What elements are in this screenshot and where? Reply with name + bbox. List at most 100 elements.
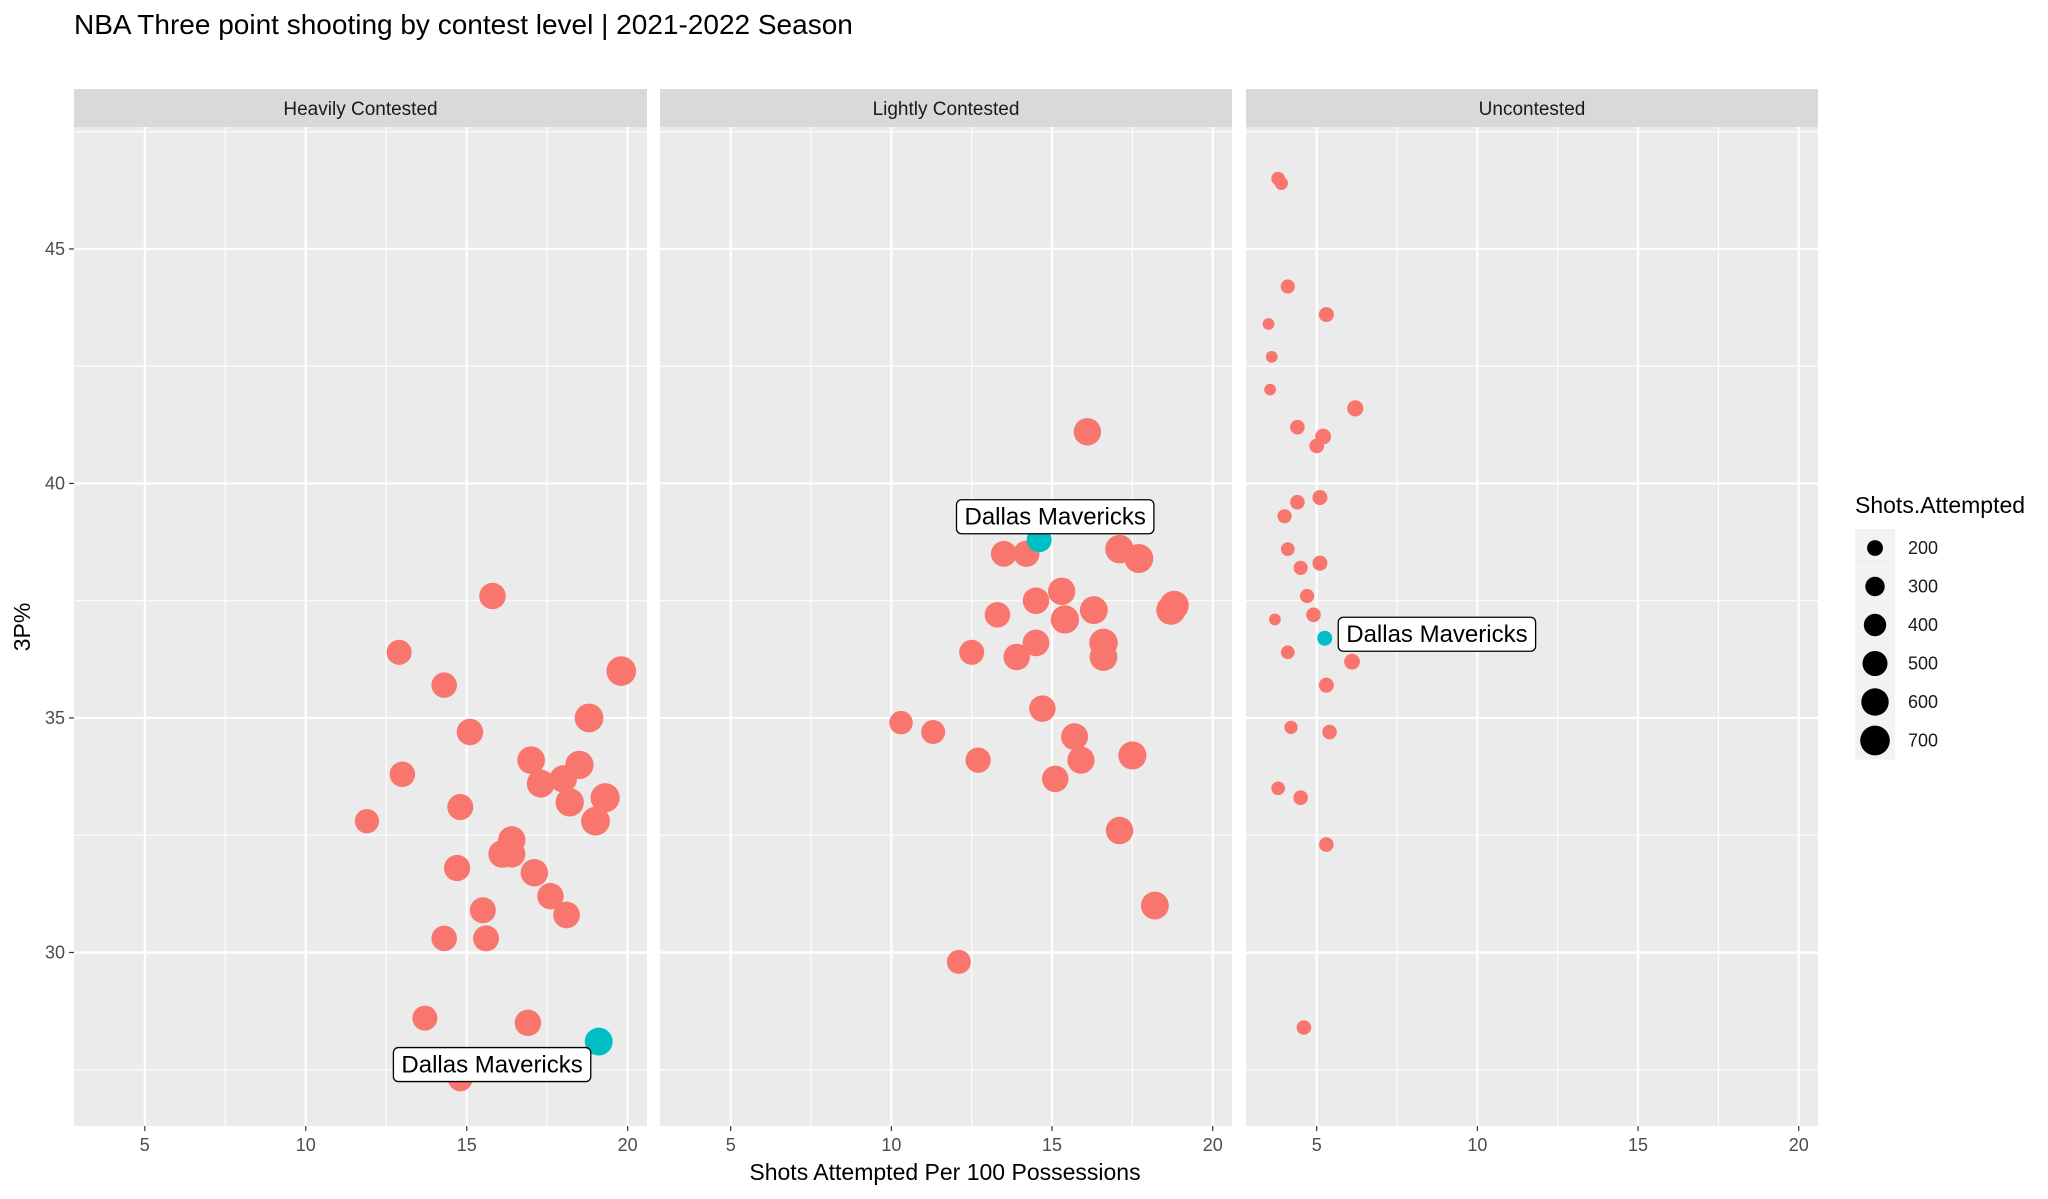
team-point (1269, 613, 1281, 626)
team-point (1293, 560, 1308, 575)
legend-label: 400 (1908, 615, 1938, 635)
label-box (955, 499, 1155, 535)
team-point (1050, 605, 1080, 634)
team-point (517, 746, 545, 774)
team-point (946, 949, 971, 974)
team-point (1280, 279, 1295, 294)
facet-strip (74, 89, 647, 127)
team-point (1271, 781, 1285, 796)
panel-background (74, 127, 647, 1126)
team-point (1319, 837, 1334, 852)
team-point (520, 859, 549, 887)
team-point (553, 901, 580, 929)
team-point (984, 602, 1011, 628)
team-point (1022, 629, 1050, 657)
team-point (431, 672, 457, 698)
x-tick-label: 15 (1042, 1135, 1062, 1155)
team-point (1265, 350, 1278, 363)
team-point (1296, 1020, 1312, 1035)
legend-key-dot (1862, 650, 1888, 677)
team-point (412, 1005, 438, 1031)
x-tick-label: 20 (618, 1135, 638, 1155)
legend-key-dot (1861, 688, 1889, 716)
team-point (1347, 400, 1364, 417)
legend-label: 700 (1908, 731, 1938, 751)
x-tick-label: 5 (726, 1135, 736, 1155)
legend-label: 300 (1908, 577, 1938, 597)
team-point (1124, 543, 1154, 573)
legend-key-dot (1865, 576, 1885, 597)
team-point (889, 710, 913, 735)
team-point (1022, 587, 1050, 614)
team-point (1277, 509, 1292, 524)
team-point (1309, 438, 1324, 454)
facet-strip (660, 89, 1232, 127)
facet-strip (1246, 89, 1818, 127)
team-point (456, 718, 484, 746)
team-point (447, 794, 474, 821)
team-point (1047, 577, 1076, 606)
highlight-point (1317, 630, 1333, 646)
team-point (537, 882, 564, 910)
team-point (1322, 724, 1337, 740)
team-point (1280, 542, 1295, 556)
team-point (1042, 765, 1069, 793)
y-tick-label: 35 (45, 708, 65, 728)
label-text: Dallas Mavericks (401, 1052, 582, 1079)
team-point (1312, 555, 1328, 571)
team-point (1318, 677, 1334, 693)
team-point (1299, 588, 1315, 604)
x-tick-label: 20 (1203, 1135, 1223, 1155)
facet-uncontested: Uncontested 5 10 15 20 Dallas Mavericks (1246, 89, 1818, 1155)
label-box (1337, 616, 1537, 652)
team-point (354, 809, 380, 834)
x-tick-label: 10 (1467, 1135, 1487, 1155)
team-point (1280, 645, 1295, 660)
x-tick-label: 20 (1789, 1135, 1809, 1155)
team-point (1306, 607, 1321, 623)
highlight-label: Dallas Mavericks (392, 1046, 592, 1083)
legend-label: 500 (1908, 654, 1938, 674)
team-point (1312, 490, 1328, 506)
highlight-point (584, 1027, 613, 1056)
team-point (431, 925, 457, 952)
chart-title: NBA Three point shooting by contest leve… (74, 9, 853, 40)
team-point (386, 639, 412, 665)
team-point (1061, 723, 1089, 751)
y-tick-label: 45 (45, 239, 65, 259)
team-point (498, 840, 526, 868)
highlight-label: Dallas Mavericks (955, 499, 1155, 535)
y-tick-label: 30 (45, 942, 65, 962)
team-point (574, 703, 604, 733)
team-point (1290, 419, 1305, 435)
team-point (1274, 176, 1288, 190)
facet-panels: 30 35 40 45 Heavily Contested 5 10 15 20 Dallas M… (45, 89, 1818, 1155)
team-point (1264, 383, 1276, 396)
x-tick-label: 10 (296, 1135, 316, 1155)
label-text: Dallas Mavericks (965, 504, 1146, 531)
team-point (1105, 816, 1134, 845)
team-point (469, 897, 496, 924)
team-point (549, 765, 578, 793)
facet-strip-label: Uncontested (1479, 99, 1586, 120)
facet-heavily-contested: Heavily Contested 5 10 15 20 Dallas Mavericks (74, 89, 647, 1155)
x-axis-title: Shots Attempted Per 100 Possessions (749, 1159, 1140, 1185)
team-point (1067, 746, 1095, 774)
y-axis-title: 3P% (9, 603, 35, 652)
facet-strip-label: Heavily Contested (283, 99, 437, 120)
x-tick-label: 5 (140, 1135, 150, 1155)
legend-title: Shots.Attempted (1855, 492, 2025, 518)
highlight-label: Dallas Mavericks (1337, 616, 1537, 652)
team-point (479, 582, 506, 610)
team-point (581, 806, 610, 836)
team-point (526, 769, 555, 798)
facet-strip-label: Lightly Contested (873, 99, 1020, 120)
x-tick-label: 15 (1628, 1135, 1648, 1155)
team-point (1029, 695, 1056, 722)
team-point (606, 656, 637, 686)
team-point (1290, 494, 1305, 510)
team-point (1344, 653, 1360, 670)
label-text: Dallas Mavericks (1346, 621, 1527, 648)
team-point (1156, 595, 1186, 625)
